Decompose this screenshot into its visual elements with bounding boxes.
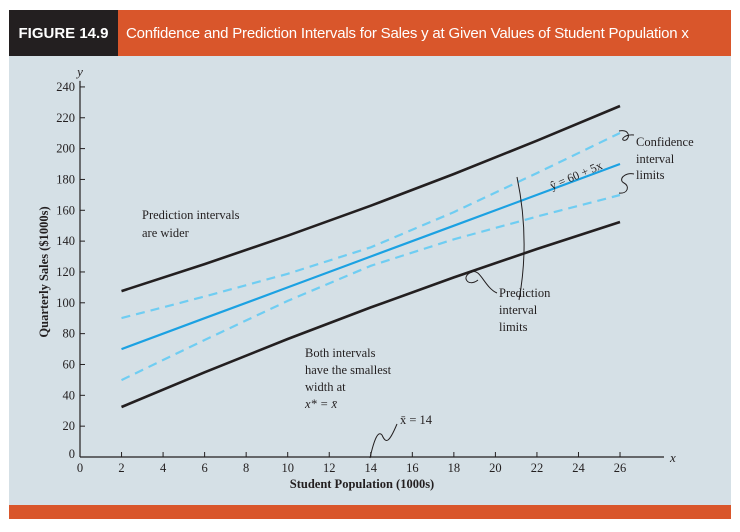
smallest-label-2: have the smallest [305, 363, 392, 377]
figure-label: FIGURE 14.9 [9, 10, 118, 56]
y-tick-label: 120 [56, 265, 75, 279]
annotations: x y Student Population (1000s) Quarterly… [37, 64, 694, 491]
prediction-label-3: limits [499, 320, 528, 334]
equation-label: ŷ = 60 + 5x [548, 158, 605, 193]
prediction-label-2: interval [499, 303, 538, 317]
smallest-label-1: Both intervals [305, 346, 376, 360]
x-tick-label: 26 [614, 461, 627, 475]
y-axis-symbol: y [75, 64, 83, 79]
x-tick-label: 10 [281, 461, 294, 475]
confidence-label-2: interval [636, 152, 675, 166]
series-prediction-upper [121, 104, 621, 293]
x-tick-label: 12 [323, 461, 336, 475]
x-tick-label: 6 [201, 461, 207, 475]
x-tick-label: 20 [489, 461, 502, 475]
confidence-label-1: Confidence [636, 135, 694, 149]
y-tick-label: 240 [56, 80, 75, 94]
y-tick-label: 140 [56, 234, 75, 248]
y-tick-label: 200 [56, 142, 75, 156]
y-tick-label: 80 [63, 327, 76, 341]
x-axis-symbol: x [669, 450, 676, 465]
y-tick-label: 60 [63, 357, 76, 371]
confidence-leader-lower [618, 173, 635, 194]
x-tick-label: 4 [160, 461, 167, 475]
series-prediction-lower [120, 220, 621, 409]
series-lines [120, 104, 621, 409]
footer-bar [9, 505, 731, 519]
x-tick-label: 18 [448, 461, 461, 475]
confidence-leader-upper [618, 130, 635, 141]
smallest-label-3: width at [305, 380, 346, 394]
y-tick-label: 180 [56, 172, 75, 186]
series-confidence-upper [121, 132, 621, 320]
confidence-label-3: limits [636, 168, 665, 182]
y-tick-label: 160 [56, 203, 75, 217]
smallest-label-4: x* = x̄ [304, 397, 338, 411]
mean-label: x̄ = 14 [400, 413, 433, 427]
x-tick-label: 14 [365, 461, 378, 475]
y-tick-label: 0 [69, 447, 75, 461]
series-confidence-lower [121, 193, 621, 382]
prediction-label-1: Prediction [499, 286, 551, 300]
y-tick-label: 40 [63, 388, 76, 402]
figure-title: Confidence and Prediction Intervals for … [118, 10, 731, 56]
y-tick-label: 220 [56, 111, 75, 125]
wider-label-2: are wider [142, 226, 190, 240]
x-tick-label: 2 [118, 461, 124, 475]
axes: 0 2 4 6 8 10 12 14 16 18 20 22 24 2602040608010012014… [56, 80, 664, 475]
y-tick-label: 100 [56, 296, 75, 310]
x-axis-label: Student Population (1000s) [290, 477, 434, 491]
chart-panel [9, 56, 731, 505]
prediction-leader [465, 271, 498, 294]
prediction-arc [516, 176, 525, 301]
mean-leader [369, 423, 398, 459]
x-tick-label: 24 [572, 461, 585, 475]
x-tick-label: 22 [531, 461, 544, 475]
series-regression-line [121, 162, 621, 351]
y-axis-label: Quarterly Sales ($1000s) [37, 206, 51, 337]
wider-label-1: Prediction intervals [142, 208, 240, 222]
x-tick-label: 16 [406, 461, 419, 475]
y-tick-label: 20 [63, 419, 76, 433]
x-tick-label: 8 [243, 461, 249, 475]
x-tick-label: 0 [77, 461, 83, 475]
